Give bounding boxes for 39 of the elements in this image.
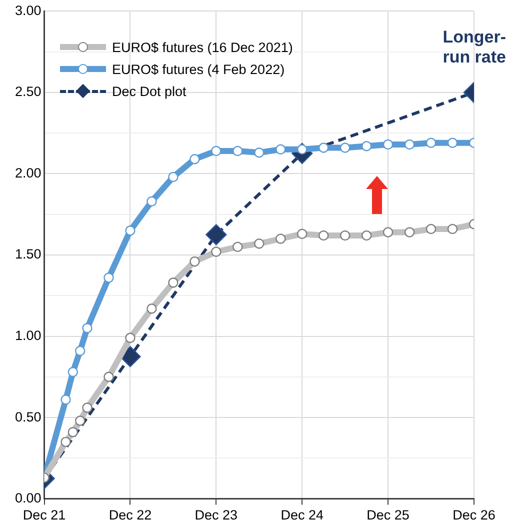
point xyxy=(206,224,227,246)
annotation: Longer-run rate xyxy=(442,27,506,66)
x-tick-label: Dec 25 xyxy=(366,508,410,523)
x-tick-label: Dec 26 xyxy=(452,508,496,523)
x-tick-label: Dec 21 xyxy=(22,508,66,523)
y-tick-label: 3.00 xyxy=(14,2,42,18)
point xyxy=(404,139,415,150)
point xyxy=(211,146,222,156)
x-tick-label: Dec 23 xyxy=(194,508,238,523)
point xyxy=(361,141,372,152)
x-tick-label: Dec 24 xyxy=(280,508,324,523)
point xyxy=(318,142,329,153)
y-tick-label: 0.50 xyxy=(14,409,42,424)
legend-label: Dec Dot plot xyxy=(112,84,186,98)
y-tick-label: 0.00 xyxy=(14,490,42,506)
point xyxy=(426,138,436,148)
point xyxy=(340,142,350,153)
point xyxy=(232,146,243,156)
point xyxy=(104,272,114,283)
point xyxy=(276,144,286,154)
point xyxy=(74,346,86,356)
y-tick-label: 2.00 xyxy=(14,165,42,180)
x-tick-label: Dec 22 xyxy=(108,508,152,523)
point xyxy=(60,394,71,405)
y-tick-label: 1.00 xyxy=(14,328,42,343)
y-tick-label: 2.50 xyxy=(14,84,42,100)
point xyxy=(68,366,78,378)
point xyxy=(447,138,458,148)
point xyxy=(120,346,141,368)
point xyxy=(125,226,136,236)
point xyxy=(168,172,178,182)
point xyxy=(382,139,394,150)
point xyxy=(146,196,157,206)
point xyxy=(190,154,200,164)
y-tick-label: 1.50 xyxy=(14,246,42,262)
legend-label: EURO$ futures (4 Feb 2022) xyxy=(112,62,285,76)
point xyxy=(254,148,264,158)
legend-label: EURO$ futures (16 Dec 2021) xyxy=(112,40,293,54)
point xyxy=(82,323,92,334)
